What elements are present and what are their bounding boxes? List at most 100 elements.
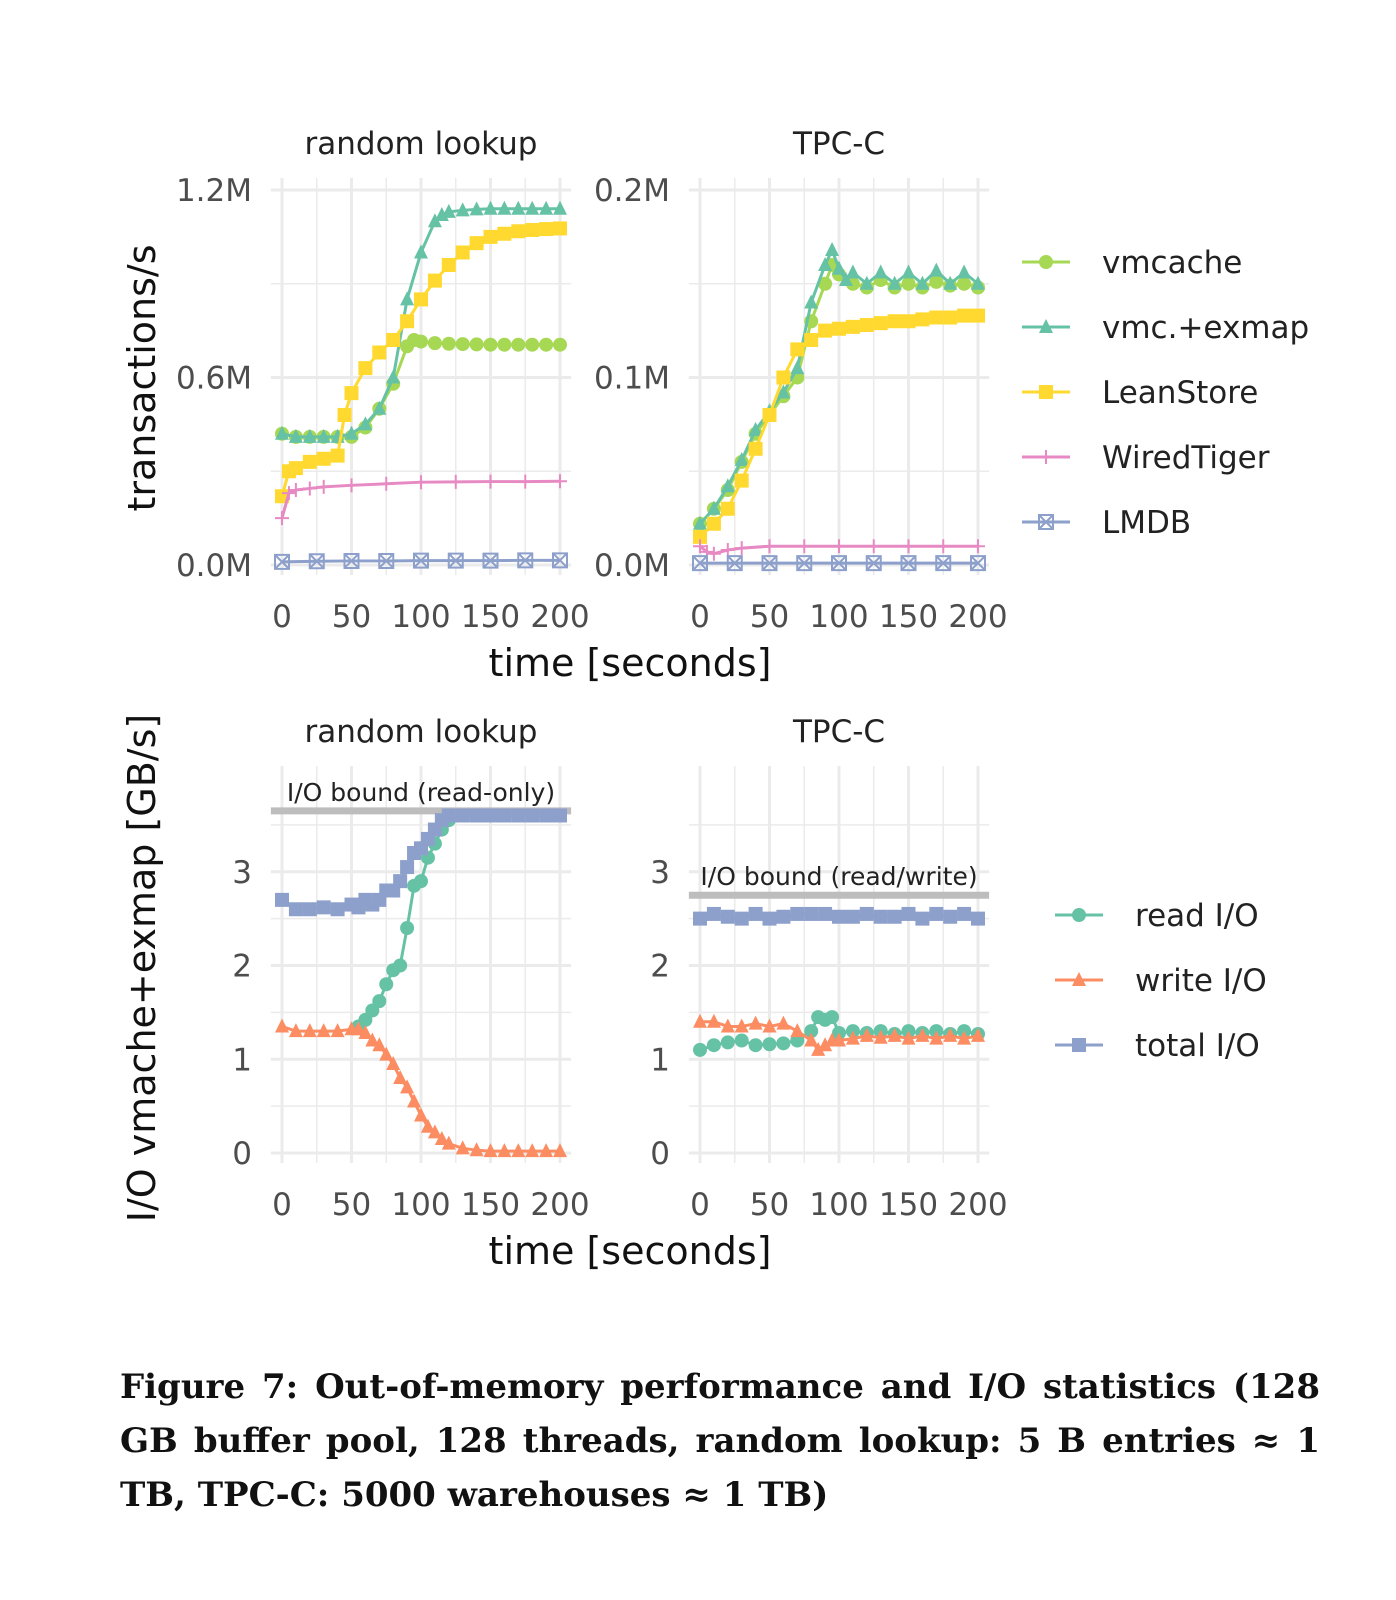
data-point [845,264,860,279]
data-point [957,1030,972,1045]
data-point [525,808,540,823]
data-point [414,874,428,889]
figure-caption: Figure 7: Out-of-memory performance and … [120,1367,1320,1515]
grid [270,766,572,1163]
data-point [358,1025,373,1039]
data-point [818,906,833,921]
x-axis-title-bottom: time [seconds] [489,1229,772,1273]
data-point [553,474,567,489]
data-point [971,539,985,554]
y-tick-label: 0 [232,1136,252,1172]
data-point [400,860,415,875]
y-tick-label: 3 [232,855,252,891]
legend-item-lmdb: LMDB [1022,505,1191,541]
data-point [288,483,303,497]
data-point [818,1037,833,1052]
data-point [316,479,331,494]
legend-2: read I/O write I/O total I/O [1055,898,1267,1064]
data-point [525,200,540,215]
y-tick-label: 0 [650,1136,670,1172]
series-leanstore [275,221,567,504]
data-point [901,906,916,921]
data-point [288,902,303,917]
data-point [553,808,567,823]
x-tick-label: 0 [690,1187,710,1223]
data-point [936,539,951,554]
data-point [873,1029,888,1044]
data-point [776,1036,791,1051]
data-point [343,552,360,569]
series-total-i-o [693,906,985,926]
data-point [720,501,735,516]
data-point [873,316,888,331]
data-point [692,555,708,572]
data-point [483,200,498,215]
data-point [400,1079,415,1094]
data-point [275,425,289,440]
data-point [873,264,888,279]
data-point [400,921,415,935]
grid [688,178,990,575]
data-point [748,441,763,456]
data-point [302,428,317,443]
data-point [344,478,359,493]
data-point [887,1027,902,1042]
y-tick-label: 0.6M [176,361,252,397]
data-point [483,474,498,489]
data-point [901,1030,916,1045]
data-point [539,1143,554,1158]
data-point [539,200,554,215]
data-point [970,555,986,572]
panel-title: random lookup [305,126,538,162]
x-tick-label: 150 [879,1187,938,1223]
data-point [706,516,721,531]
data-point [393,874,408,889]
data-point [393,958,408,973]
data-point [553,221,567,236]
data-point [386,333,401,347]
data-point [818,323,833,338]
legend-item-total-i-o: total I/O [1055,1028,1260,1064]
data-point [372,1037,387,1052]
data-point [859,906,874,921]
panel-2-tpc-c: TPC-C 0 50 100 150 200 0.0M 0.1M 0.2M [594,126,1008,635]
data-point [957,308,972,323]
data-point [943,909,958,924]
series-read-i-o [351,808,567,1034]
data-point [469,808,484,823]
data-point [337,408,352,422]
data-point [859,275,874,290]
data-point [400,314,415,329]
data-point [525,223,540,237]
data-point [553,200,567,215]
x-tick-label: 200 [948,599,1007,635]
data-point [372,345,387,360]
legend-marker-icon [1072,908,1086,922]
data-point [957,906,972,921]
data-point [427,336,442,351]
data-point [935,555,952,572]
data-point [762,911,777,926]
data-point [693,1013,707,1028]
data-point [804,906,819,921]
data-point [720,909,735,924]
data-point [330,902,345,917]
data-point [762,539,777,554]
data-point [413,552,429,569]
data-point [553,1143,567,1158]
data-point [275,1018,289,1033]
grid [688,766,990,1163]
data-point [379,1046,394,1061]
data-point [901,264,916,279]
data-point [943,310,958,325]
panel-4-tpc-c: TPC-C 0 50 100 150 200 0 1 2 3 I/O bound (read/wri… [650,714,1007,1223]
data-point [831,555,847,572]
data-point [414,292,428,307]
data-point [818,276,833,291]
data-point [748,422,763,436]
data-point [825,1010,840,1025]
data-point [407,1093,422,1108]
legend-label: WiredTiger [1102,440,1270,476]
data-point [302,1023,317,1038]
